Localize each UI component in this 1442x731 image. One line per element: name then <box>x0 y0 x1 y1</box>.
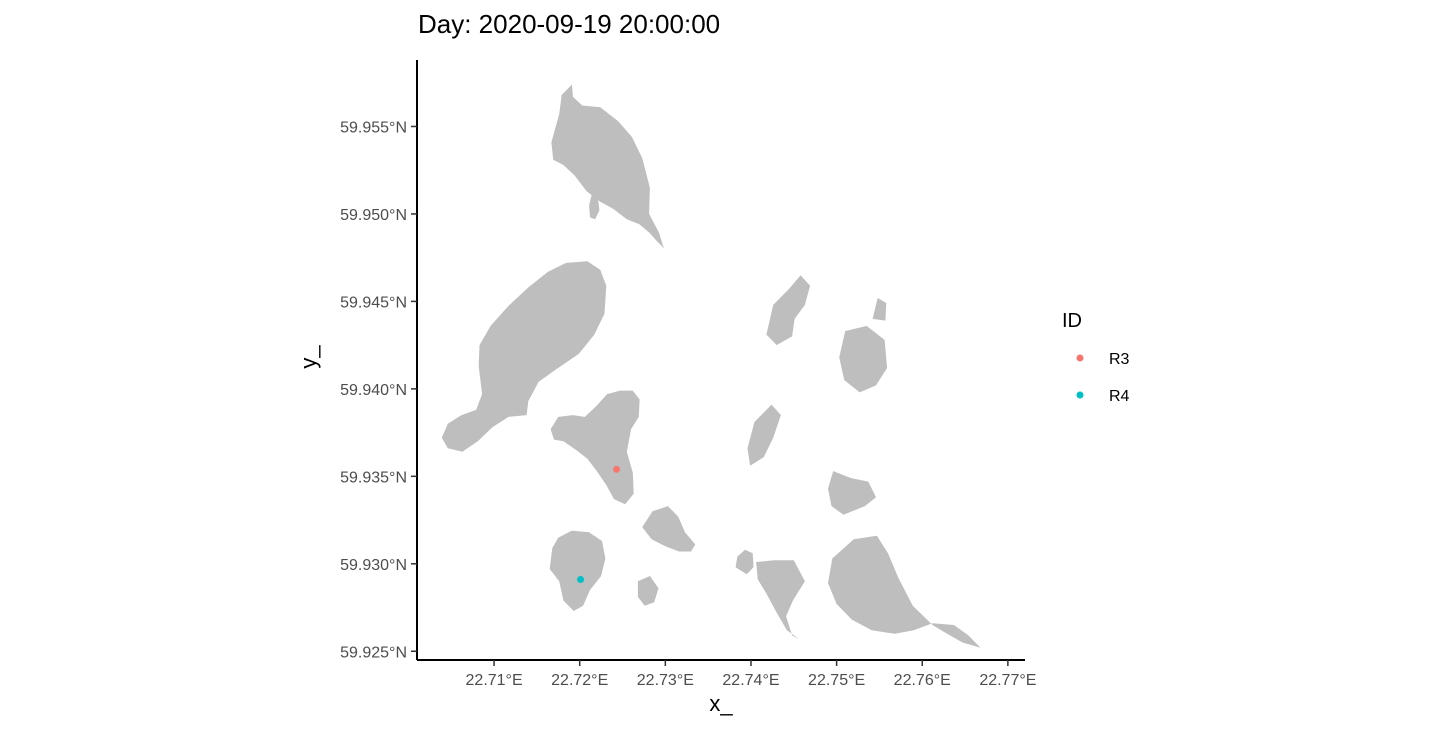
legend: ID R3 R4 <box>1062 310 1130 405</box>
island-8 <box>735 549 754 575</box>
legend-title: ID <box>1062 310 1082 332</box>
x-tick-label: 22.72°E <box>551 672 608 689</box>
island-5 <box>549 530 606 611</box>
island-3 <box>441 261 607 452</box>
legend-label-r3: R3 <box>1109 351 1130 368</box>
legend-key-r4 <box>1076 391 1084 399</box>
y-tick-label: 59.955°N <box>340 119 407 136</box>
island-9 <box>756 560 805 639</box>
x-tick-label: 22.77°E <box>979 672 1036 689</box>
y-tick-label: 59.925°N <box>340 644 407 661</box>
island-14 <box>828 471 876 515</box>
point-r4 <box>577 576 585 584</box>
island-2 <box>589 194 600 220</box>
y-tick-label: 59.930°N <box>340 557 407 574</box>
y-axis-ticks: 59.925°N 59.930°N 59.935°N 59.940°N 59.945°N… <box>340 119 417 661</box>
island-10 <box>766 275 811 346</box>
island-15 <box>828 535 981 648</box>
island-7 <box>642 506 696 552</box>
island-13 <box>872 297 887 321</box>
y-tick-label: 59.940°N <box>340 382 407 399</box>
island-6 <box>637 576 659 606</box>
x-tick-label: 22.73°E <box>637 672 694 689</box>
data-points <box>577 465 621 584</box>
y-tick-label: 59.935°N <box>340 469 407 486</box>
y-tick-label: 59.950°N <box>340 207 407 224</box>
x-tick-label: 22.75°E <box>808 672 865 689</box>
y-axis-title: y_ <box>296 345 321 369</box>
x-axis-title: x_ <box>709 691 733 716</box>
legend-label-r4: R4 <box>1109 388 1130 405</box>
y-tick-label: 59.945°N <box>340 294 407 311</box>
chart-title: Day: 2020-09-19 20:00:00 <box>418 9 720 39</box>
x-tick-label: 22.74°E <box>722 672 779 689</box>
point-r3 <box>613 465 621 473</box>
island-1 <box>551 84 665 249</box>
x-tick-label: 22.76°E <box>894 672 951 689</box>
legend-key-r3 <box>1076 354 1084 362</box>
x-axis-ticks: 22.71°E 22.72°E 22.73°E 22.74°E 22.75°E 22.76… <box>466 660 1036 689</box>
land-islands <box>441 84 981 648</box>
island-4 <box>550 390 640 505</box>
x-tick-label: 22.71°E <box>466 672 523 689</box>
island-11 <box>747 404 781 466</box>
island-12 <box>839 325 888 393</box>
